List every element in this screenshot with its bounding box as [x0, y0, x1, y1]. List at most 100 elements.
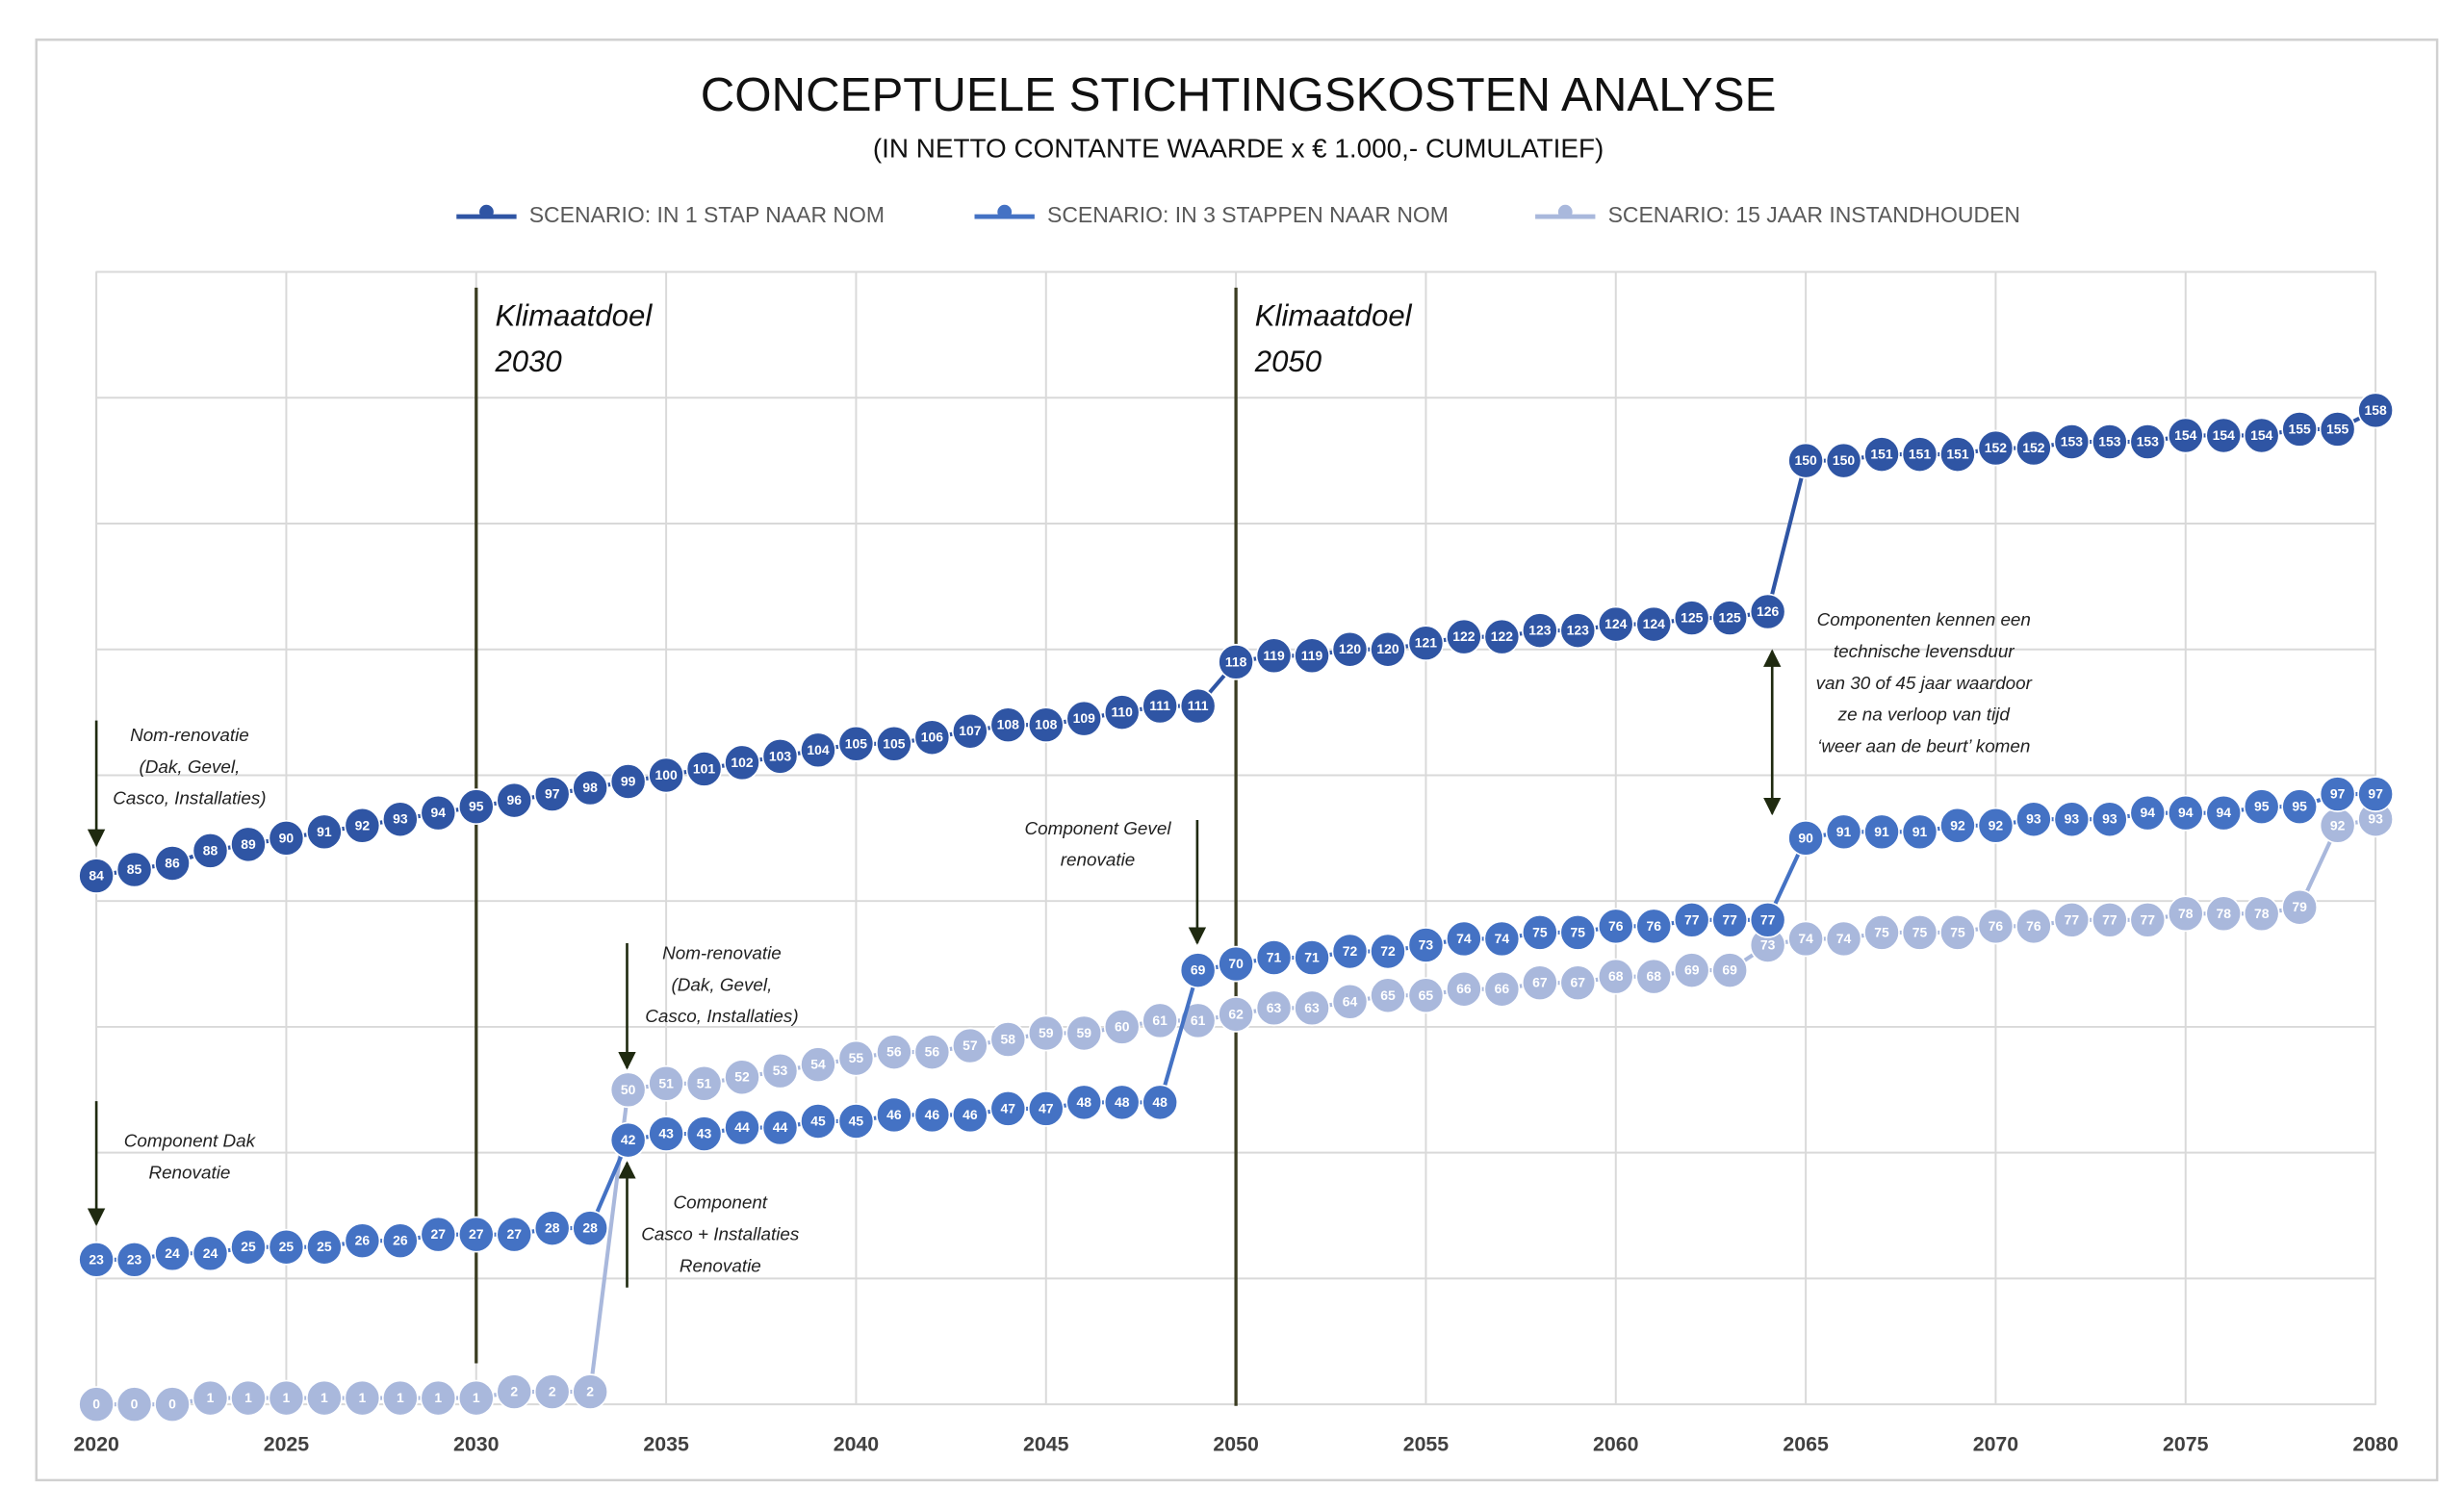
data-label: 150: [1794, 452, 1817, 468]
data-label: 1: [244, 1390, 252, 1405]
x-tick-label: 2030: [453, 1432, 499, 1455]
data-label: 152: [1985, 440, 2008, 455]
data-point: [420, 1379, 457, 1417]
data-point: [2167, 895, 2204, 933]
data-point: [837, 1039, 875, 1077]
data-point: [1103, 1084, 1141, 1121]
data-point: [1901, 914, 1938, 951]
data-point: [913, 1034, 951, 1070]
data-label: 153: [2137, 434, 2160, 449]
data-label: 25: [317, 1239, 332, 1254]
data-label: 91: [1874, 824, 1889, 839]
data-point: [192, 833, 229, 869]
data-point: [1977, 807, 2015, 844]
annotation: van 30 of 45 jaar waardoor: [1816, 673, 2033, 693]
data-label: 61: [1191, 1012, 1206, 1028]
annotation: (Dak, Gevel,: [672, 974, 773, 994]
data-point: [457, 788, 495, 826]
data-point: [724, 1109, 760, 1146]
data-label: 72: [1380, 943, 1396, 959]
data-label: 26: [393, 1233, 408, 1248]
data-point: [2129, 423, 2167, 460]
data-label: 94: [2216, 805, 2231, 820]
data-label: 1: [358, 1390, 366, 1405]
data-label: 48: [1152, 1094, 1168, 1110]
data-label: 65: [1419, 987, 1434, 1003]
data-label: 108: [1035, 717, 1058, 732]
data-label: 120: [1376, 641, 1399, 656]
data-label: 99: [621, 774, 636, 789]
data-label: 158: [2364, 402, 2387, 418]
data-label: 75: [1532, 924, 1548, 939]
data-point: [420, 1216, 457, 1253]
data-point: [572, 1210, 609, 1246]
data-point: [2243, 895, 2280, 933]
data-point: [913, 1096, 951, 1134]
data-point: [1863, 436, 1900, 473]
data-point: [381, 1379, 419, 1417]
data-point: [1825, 442, 1862, 479]
data-point: [1407, 977, 1445, 1014]
data-label: 2: [549, 1384, 556, 1399]
data-label: 48: [1115, 1094, 1130, 1110]
data-point: [572, 769, 609, 807]
data-point: [1294, 637, 1330, 675]
data-point: [1483, 618, 1521, 655]
data-point: [2015, 801, 2052, 838]
data-label: 124: [1643, 616, 1666, 631]
annotation: ze na verloop van tijd: [1837, 705, 2011, 725]
data-label: 105: [845, 735, 868, 751]
data-point: [381, 801, 419, 838]
legend-label: SCENARIO: 15 JAAR INSTANDHOUDEN: [1608, 202, 2020, 227]
data-label: 66: [1456, 981, 1472, 996]
data-label: 24: [165, 1245, 180, 1261]
data-point: [1559, 612, 1597, 649]
data-label: 62: [1228, 1006, 1244, 1021]
data-point: [1142, 687, 1179, 725]
data-point: [2281, 788, 2319, 826]
data-label: 44: [773, 1119, 788, 1135]
data-label: 57: [962, 1038, 978, 1053]
data-point: [116, 1241, 153, 1278]
data-label: 92: [355, 817, 371, 833]
data-label: 77: [1760, 911, 1776, 927]
data-point: [685, 1115, 723, 1152]
x-tick-label: 2060: [1593, 1432, 1638, 1455]
data-point: [1825, 813, 1862, 851]
data-point: [2281, 411, 2319, 448]
x-tick-label: 2050: [1213, 1432, 1258, 1455]
data-point: [724, 744, 760, 782]
data-point: [1027, 1090, 1065, 1127]
annotation: Renovatie: [148, 1163, 230, 1183]
data-label: 94: [2141, 805, 2156, 820]
data-label: 93: [2368, 811, 2383, 827]
data-label: 125: [1681, 610, 1704, 626]
data-point: [306, 1228, 343, 1266]
data-point: [2243, 417, 2280, 454]
data-point: [1027, 706, 1065, 744]
data-label: 77: [1684, 911, 1700, 927]
data-label: 24: [203, 1245, 218, 1261]
data-point: [1521, 914, 1558, 951]
data-label: 84: [89, 868, 104, 884]
data-label: 70: [1228, 956, 1244, 971]
data-label: 91: [317, 824, 332, 839]
data-label: 27: [431, 1226, 447, 1242]
data-label: 93: [2065, 811, 2080, 827]
data-label: 151: [1909, 447, 1932, 462]
data-label: 53: [773, 1063, 788, 1078]
chart-subtitle: (IN NETTO CONTANTE WAARDE x € 1.000,- CU…: [873, 134, 1604, 164]
data-point: [1711, 901, 1749, 938]
data-label: 90: [279, 830, 295, 845]
legend-marker: [1557, 204, 1573, 219]
annotation: Nom-renovatie: [130, 725, 249, 745]
target-label: Klimaatdoel: [1255, 298, 1413, 332]
data-label: 69: [1722, 962, 1737, 978]
data-label: 74: [1836, 931, 1852, 946]
data-label: 58: [1001, 1032, 1016, 1047]
data-label: 119: [1263, 648, 1285, 663]
data-point: [2015, 908, 2052, 945]
data-label: 74: [1456, 931, 1472, 946]
data-label: 122: [1491, 628, 1514, 644]
data-point: [1901, 813, 1938, 851]
